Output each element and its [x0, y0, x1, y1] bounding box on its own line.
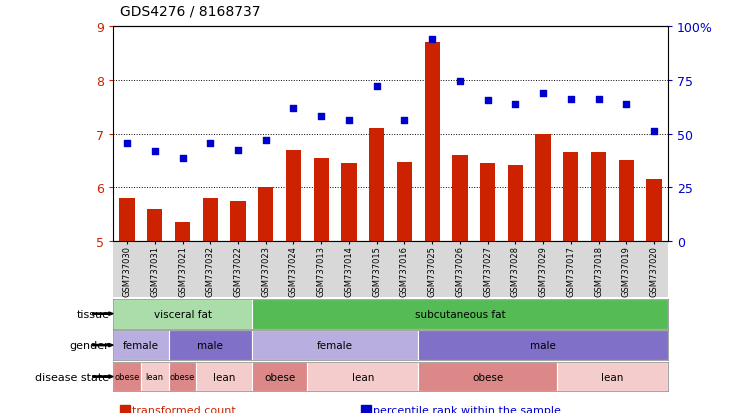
- Bar: [397, 162, 412, 242]
- Text: female: female: [317, 340, 353, 350]
- Bar: [307, 362, 418, 392]
- Text: tissue: tissue: [77, 309, 110, 319]
- Bar: [508, 165, 523, 242]
- Point: [177, 155, 188, 161]
- Point: [620, 102, 632, 108]
- Text: visceral fat: visceral fat: [153, 309, 212, 319]
- Bar: [342, 164, 356, 242]
- Bar: [203, 199, 218, 242]
- Bar: [369, 129, 384, 242]
- Point: [232, 147, 244, 154]
- Text: obese: obese: [472, 372, 503, 382]
- Bar: [169, 330, 252, 360]
- Bar: [453, 156, 467, 242]
- Bar: [647, 180, 661, 242]
- Bar: [536, 134, 550, 242]
- Text: gender: gender: [70, 340, 110, 350]
- Text: obese: obese: [170, 372, 195, 381]
- Text: lean: lean: [213, 372, 235, 382]
- Bar: [425, 43, 439, 242]
- Bar: [169, 362, 196, 392]
- Bar: [564, 153, 578, 242]
- Point: [288, 105, 299, 112]
- Bar: [252, 362, 307, 392]
- Point: [648, 128, 660, 135]
- Bar: [252, 299, 668, 329]
- Point: [426, 37, 438, 43]
- Bar: [113, 362, 141, 392]
- Bar: [418, 330, 668, 360]
- Point: [593, 96, 604, 102]
- Point: [454, 78, 466, 85]
- Text: transformed count: transformed count: [132, 405, 236, 413]
- Point: [204, 140, 216, 147]
- Bar: [141, 362, 169, 392]
- Point: [399, 117, 410, 124]
- Point: [121, 140, 133, 147]
- Text: male: male: [197, 340, 223, 350]
- Bar: [591, 153, 606, 242]
- Text: obese: obese: [264, 372, 295, 382]
- Text: lean: lean: [146, 372, 164, 381]
- Bar: [120, 199, 134, 242]
- Text: obese: obese: [115, 372, 139, 381]
- Bar: [252, 330, 418, 360]
- Bar: [196, 362, 252, 392]
- Bar: [113, 330, 169, 360]
- Point: [260, 138, 272, 144]
- Text: female: female: [123, 340, 159, 350]
- Bar: [147, 209, 162, 242]
- Bar: [557, 362, 668, 392]
- Bar: [418, 362, 557, 392]
- Bar: [231, 201, 245, 242]
- Text: subcutaneous fat: subcutaneous fat: [415, 309, 505, 319]
- Bar: [113, 299, 252, 329]
- Bar: [619, 161, 634, 242]
- Point: [565, 96, 577, 102]
- Point: [510, 102, 521, 108]
- Point: [482, 97, 493, 104]
- Point: [149, 148, 161, 155]
- Text: GDS4276 / 8168737: GDS4276 / 8168737: [120, 5, 261, 19]
- Point: [315, 114, 327, 120]
- Text: male: male: [530, 340, 556, 350]
- Text: lean: lean: [352, 372, 374, 382]
- Bar: [286, 150, 301, 242]
- Text: lean: lean: [602, 372, 623, 382]
- Text: disease state: disease state: [35, 372, 110, 382]
- Point: [371, 84, 383, 90]
- Point: [343, 117, 355, 124]
- Text: percentile rank within the sample: percentile rank within the sample: [373, 405, 561, 413]
- Point: [537, 91, 549, 97]
- Bar: [175, 223, 190, 242]
- Bar: [480, 164, 495, 242]
- Bar: [314, 158, 328, 242]
- Bar: [258, 188, 273, 242]
